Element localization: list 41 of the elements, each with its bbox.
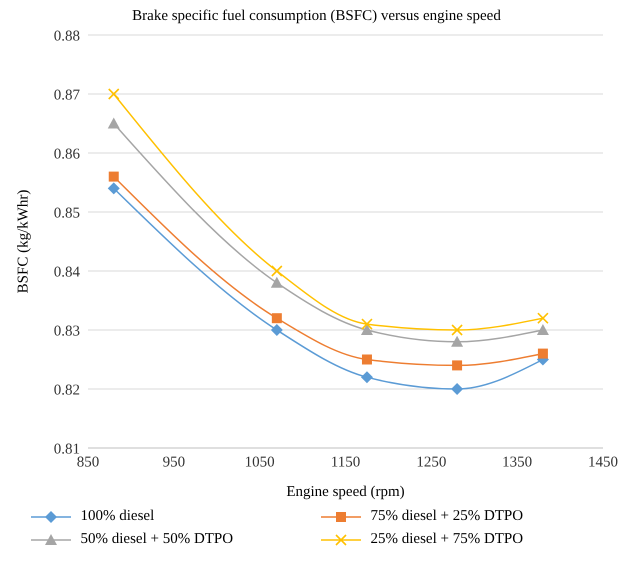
y-tick-label: 0.83 <box>54 323 80 340</box>
point <box>270 324 283 336</box>
x-tick-label: 1150 <box>330 454 360 471</box>
point <box>108 118 120 128</box>
y-axis-title: BSFC (kg/kWhr) <box>15 190 32 294</box>
point <box>360 324 373 335</box>
y-tick-label: 0.81 <box>54 441 80 458</box>
y-tick-label: 0.85 <box>54 205 80 222</box>
point <box>108 182 120 194</box>
point <box>108 88 120 100</box>
x-tick-label: 850 <box>76 454 100 471</box>
legend-label: 25% diesel + 75% DTPO <box>370 531 524 548</box>
point <box>451 383 464 395</box>
point <box>451 324 463 336</box>
point <box>360 371 373 384</box>
x-tick-label: 1250 <box>416 454 446 471</box>
y-tick-label: 0.84 <box>54 264 80 280</box>
legend-label: 75% diesel + 25% DTPO <box>370 508 524 525</box>
x-tick-label: 950 <box>162 454 186 471</box>
legend-label: 50% diesel + 50% DTPO <box>80 531 234 548</box>
point <box>537 312 549 324</box>
chart-title: Brake specific fuel consumption (BSFC) versus engine speed <box>131 8 502 25</box>
point <box>270 276 283 288</box>
point <box>272 313 282 324</box>
point <box>451 336 464 347</box>
point <box>361 318 373 330</box>
y-tick-label: 0.88 <box>54 28 80 44</box>
x-tick-label: 1050 <box>244 454 275 471</box>
point <box>108 172 119 182</box>
x-axis-title: Engine speed (rpm) <box>286 484 405 500</box>
y-tick-label: 0.87 <box>54 87 80 104</box>
y-tick-label: 0.82 <box>54 382 80 398</box>
point <box>538 348 548 359</box>
x-tick-label: 1350 <box>502 454 532 471</box>
point <box>362 354 372 364</box>
point <box>271 265 283 277</box>
point <box>536 324 549 335</box>
legend-label: 100% diesel <box>80 508 154 525</box>
point <box>452 360 462 370</box>
y-tick-label: 0.86 <box>54 146 80 162</box>
x-tick-label: 1450 <box>588 454 618 471</box>
